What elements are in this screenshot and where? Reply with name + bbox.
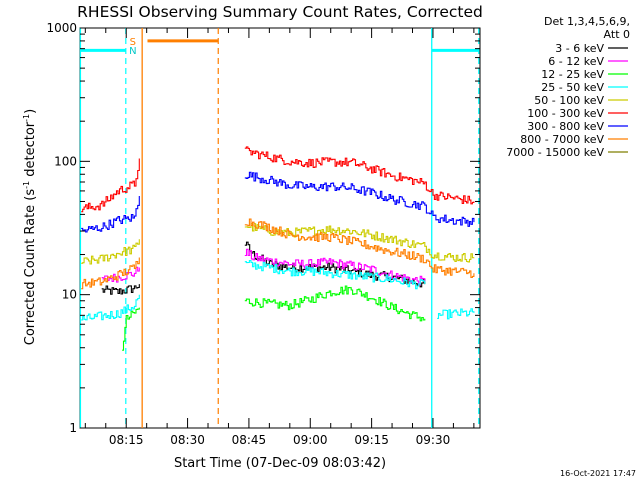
y-axis-label: Corrected Count Rate (s-1 detector-1) [22,109,38,345]
legend-header-line-1: Det 1,3,4,5,6,9, [544,15,630,28]
y-tick-label-0: 1 [69,421,77,435]
legend-label-1: 6 - 12 keV [548,55,604,68]
y-axis-label-main: Corrected Count Rate (s [23,189,38,346]
series-line-5-segment-1 [244,146,475,205]
x-tick-label-3: 09:00 [293,433,328,447]
legend-label-6: 300 - 800 keV [527,120,604,133]
series-line-3-segment-2 [437,308,475,320]
legend-label-0: 3 - 6 keV [555,42,604,55]
y-tick-label-1: 10 [62,288,77,302]
y-tick-label-3: 1000 [46,21,77,35]
legend-label-3: 25 - 50 keV [541,81,604,94]
series-line-6-segment-1 [244,171,475,227]
y-axis-label-sup1: -1 [22,181,31,189]
series-line-4-segment-0 [81,239,140,265]
x-axis-label: Start Time (07-Dec-09 08:03:42) [174,456,386,471]
x-tick-label-5: 09:30 [416,433,451,447]
x-axis: 08:15 08:30 08:45 09:00 09:15 09:30 [84,28,475,447]
x-tick-label-2: 08:45 [232,433,267,447]
series-line-7-segment-1 [244,218,475,278]
y-axis-label-end: ) [23,109,38,114]
series-line-0-segment-0 [101,284,140,295]
series-line-6-segment-0 [81,196,140,233]
y-axis-label-mid: detector [23,121,38,181]
legend-label-8: 7000 - 15000 keV [506,146,604,159]
x-tick-label-0: 08:15 [109,433,144,447]
legend-header-line-2: Att 0 [604,28,630,41]
legend-label-5: 100 - 300 keV [527,107,604,120]
y-axis-label-sup2: -1 [22,114,31,122]
series-line-3-segment-0 [81,294,140,321]
x-tick-label-1: 08:30 [170,433,205,447]
night-marker-label: N [129,46,136,57]
legend-label-4: 50 - 100 keV [534,94,604,107]
y-axis: 1 10 100 1000 [46,21,480,435]
saa-marker-label: S [130,37,136,48]
legend-label-2: 12 - 25 keV [541,68,604,81]
legend-label-7: 800 - 7000 keV [520,133,604,146]
x-tick-label-4: 09:15 [354,433,389,447]
series-line-7-segment-0 [81,257,140,290]
series-line-2-segment-1 [244,285,426,322]
series-line-0-segment-1 [244,241,426,288]
series-line-5-segment-0 [81,158,140,213]
timestamp: 16-Oct-2021 17:47 [560,469,636,478]
plot-area: SN [79,27,481,429]
series-line-2-segment-0 [122,307,140,351]
y-tick-label-2: 100 [54,154,77,168]
series-line-3-segment-1 [244,260,426,290]
chart-title: RHESSI Observing Summary Count Rates, Co… [77,3,483,21]
